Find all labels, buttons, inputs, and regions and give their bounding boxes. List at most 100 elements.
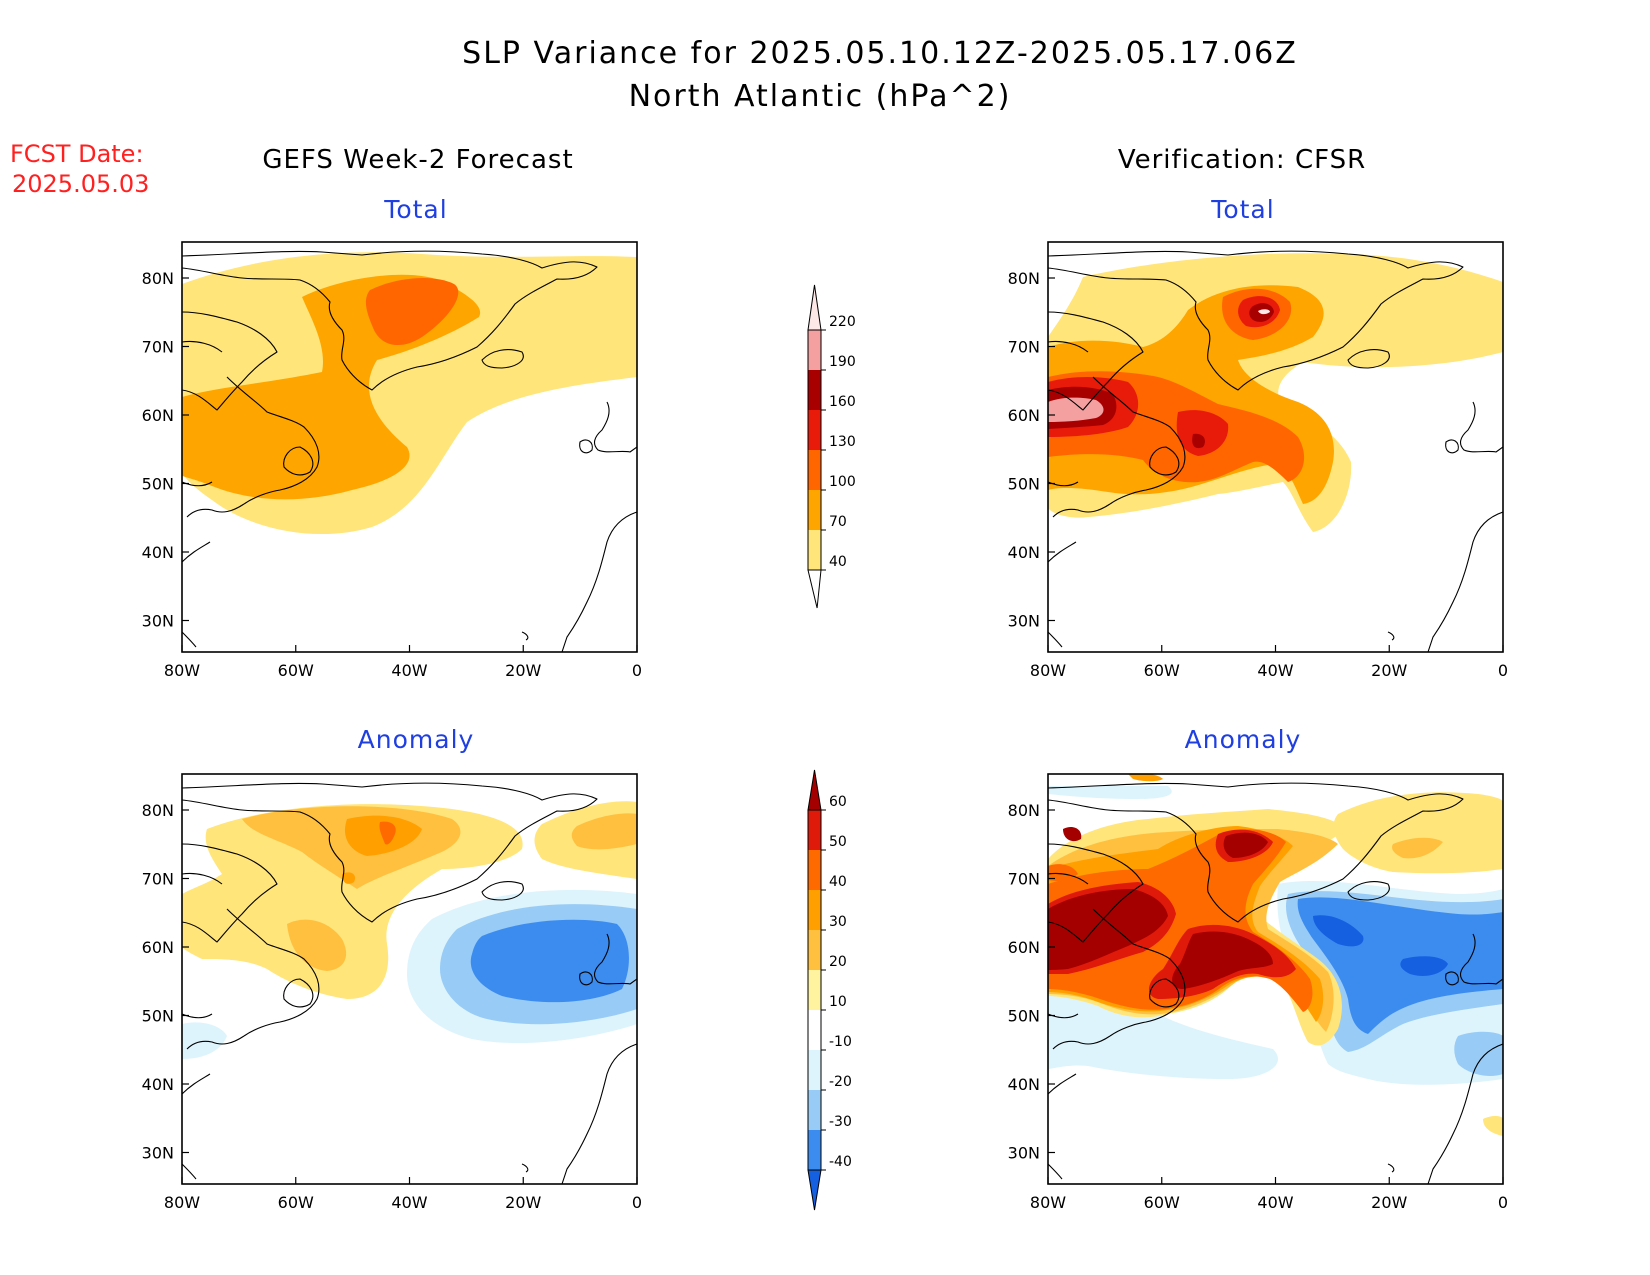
- colorbar-label: 100: [829, 474, 856, 490]
- panel-title-forecast-anomaly: Anomaly: [358, 725, 475, 754]
- colorbar-extension-top: [807, 284, 822, 331]
- x-tick-label: 60W: [278, 1193, 314, 1212]
- colorbar-segment: [808, 370, 821, 410]
- y-tick-label: 50N: [1008, 475, 1040, 494]
- coastline: [1048, 250, 1503, 652]
- colorbar-segment: [808, 890, 821, 930]
- colorbar-segment: [808, 1130, 821, 1170]
- colorbar-segment: [808, 930, 821, 970]
- colorbar-segment: [808, 410, 821, 450]
- colorbar-label: 40: [829, 874, 847, 890]
- y-tick-label: 30N: [1008, 612, 1040, 631]
- colorbar-segment: [808, 1010, 821, 1050]
- coastline: [1048, 782, 1503, 1184]
- colorbar-label: 60: [829, 794, 847, 810]
- colorbar-label: 220: [829, 314, 856, 330]
- colorbar-frame: [807, 809, 822, 1171]
- x-tick-label: 80W: [164, 1193, 200, 1212]
- panel-title-verification-anomaly: Anomaly: [1185, 725, 1302, 754]
- x-tick-label: 60W: [1144, 661, 1180, 680]
- colorbar-segment: [808, 850, 821, 890]
- colorbar-segment: [808, 450, 821, 490]
- colorbar-label: 160: [829, 394, 856, 410]
- y-tick-label: 70N: [142, 870, 174, 889]
- colorbar-segment: [808, 1050, 821, 1090]
- colorbar-segment: [808, 970, 821, 1010]
- x-tick-label: 40W: [391, 1193, 427, 1212]
- colorbar-label: 50: [829, 834, 847, 850]
- map-panel-forecast-anomaly: [181, 773, 638, 1185]
- left-column-title: GEFS Week-2 Forecast: [262, 145, 573, 175]
- x-tick-label: 80W: [164, 661, 200, 680]
- x-tick-label: 60W: [1144, 1193, 1180, 1212]
- x-tick-label: 20W: [505, 1193, 541, 1212]
- x-tick-label: 20W: [1371, 1193, 1407, 1212]
- colorbar-extension-bottom: [807, 569, 822, 609]
- map-panel-forecast-total: [181, 241, 638, 653]
- subtitle: North Atlantic (hPa^2): [629, 79, 1012, 114]
- colorbar-label: -30: [829, 1114, 852, 1130]
- panel-title-forecast-total: Total: [383, 195, 447, 224]
- y-tick-label: 40N: [142, 543, 174, 562]
- y-tick-label: 40N: [1008, 543, 1040, 562]
- y-tick-label: 60N: [1008, 938, 1040, 957]
- colorbar-label: 130: [829, 434, 856, 450]
- y-tick-label: 40N: [1008, 1075, 1040, 1094]
- shading: [182, 252, 637, 535]
- colorbar-anomaly: -40 -30 -20 -10 10 20 30 40 50 60: [807, 769, 852, 1211]
- colorbar-segment: [808, 490, 821, 530]
- y-tick-label: 30N: [1008, 1144, 1040, 1163]
- x-tick-label: 0: [632, 1193, 642, 1212]
- y-tick-label: 50N: [142, 475, 174, 494]
- colorbar-label: 10: [829, 994, 847, 1010]
- y-tick-label: 70N: [1008, 870, 1040, 889]
- y-tick-label: 80N: [142, 269, 174, 288]
- colorbar-total: 40 70 100 130 160 190 220: [807, 284, 856, 609]
- x-tick-label: 20W: [505, 661, 541, 680]
- colorbar-label: 190: [829, 354, 856, 370]
- colorbar-extension-top: [807, 769, 822, 811]
- main-title: SLP Variance for 2025.05.10.12Z-2025.05.…: [462, 36, 1298, 71]
- axis-ticks: 80W 60W 40W 20W 0 80N 70N 60N 50N 40N 30N 80W 60W 40W…: [142, 269, 1508, 1212]
- colorbar-label: 40: [829, 554, 847, 570]
- y-tick-label: 30N: [142, 1144, 174, 1163]
- shading: [1048, 774, 1503, 1136]
- colorbar-label: 30: [829, 914, 847, 930]
- colorbar-label: -10: [829, 1034, 852, 1050]
- shading: [1048, 253, 1503, 532]
- y-tick-label: 80N: [1008, 269, 1040, 288]
- map-panel-verification-total: [1047, 241, 1504, 653]
- x-tick-label: 0: [1498, 1193, 1508, 1212]
- x-tick-label: 80W: [1030, 1193, 1066, 1212]
- colorbar-label: 70: [829, 514, 847, 530]
- x-tick-label: 60W: [278, 661, 314, 680]
- right-column-title: Verification: CFSR: [1118, 145, 1366, 175]
- y-tick-label: 70N: [1008, 338, 1040, 357]
- coastline: [182, 250, 637, 652]
- y-tick-label: 40N: [142, 1075, 174, 1094]
- x-tick-label: 0: [632, 661, 642, 680]
- x-tick-label: 40W: [391, 661, 427, 680]
- y-tick-label: 60N: [1008, 406, 1040, 425]
- colorbar-segment: [808, 530, 821, 570]
- x-tick-label: 40W: [1257, 1193, 1293, 1212]
- coastline: [182, 782, 637, 1184]
- panel-title-verification-total: Total: [1210, 195, 1274, 224]
- colorbar-extension-bottom: [807, 1169, 822, 1211]
- y-tick-label: 80N: [1008, 801, 1040, 820]
- x-tick-label: 0: [1498, 661, 1508, 680]
- colorbar-label: -40: [829, 1154, 852, 1170]
- y-tick-label: 30N: [142, 612, 174, 631]
- colorbar-segment: [808, 1090, 821, 1130]
- map-panel-verification-anomaly: [1047, 773, 1504, 1185]
- x-tick-label: 20W: [1371, 661, 1407, 680]
- colorbar-label: 20: [829, 954, 847, 970]
- x-tick-label: 80W: [1030, 661, 1066, 680]
- colorbar-label: -20: [829, 1074, 852, 1090]
- y-tick-label: 60N: [142, 406, 174, 425]
- x-tick-label: 40W: [1257, 661, 1293, 680]
- y-tick-label: 60N: [142, 938, 174, 957]
- colorbar-segment: [808, 810, 821, 850]
- y-tick-label: 50N: [142, 1007, 174, 1026]
